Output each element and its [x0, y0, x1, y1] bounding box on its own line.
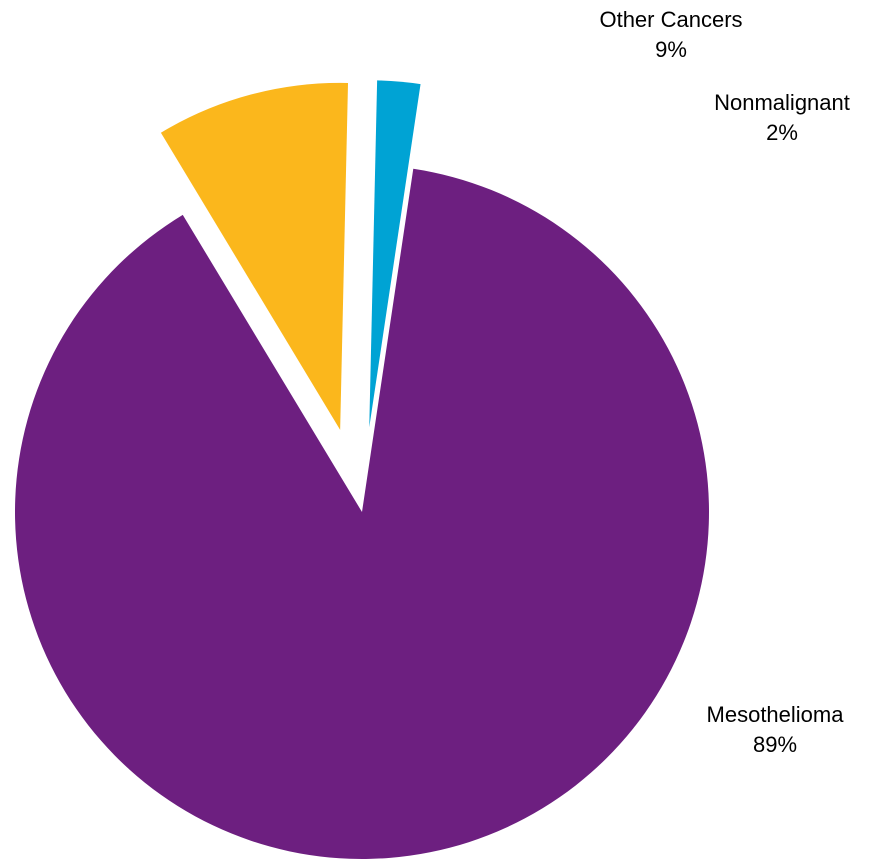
slice-label-mesothelioma: Mesothelioma — [707, 702, 845, 727]
slice-percent-other-cancers: 9% — [655, 37, 687, 62]
slice-labels: Mesothelioma 89% Other Cancers 9% Nonmaligna… — [599, 7, 849, 757]
slice-percent-nonmalignant: 2% — [766, 120, 798, 145]
pie-slice-other-cancers — [160, 82, 349, 430]
slice-percent-mesothelioma: 89% — [753, 732, 797, 757]
slice-label-other-cancers: Other Cancers — [599, 7, 742, 32]
pie-slice-nonmalignant — [369, 80, 421, 428]
slice-label-nonmalignant: Nonmalignant — [714, 90, 850, 115]
pie-slices — [14, 80, 710, 860]
pie-slice-mesothelioma — [14, 168, 710, 860]
